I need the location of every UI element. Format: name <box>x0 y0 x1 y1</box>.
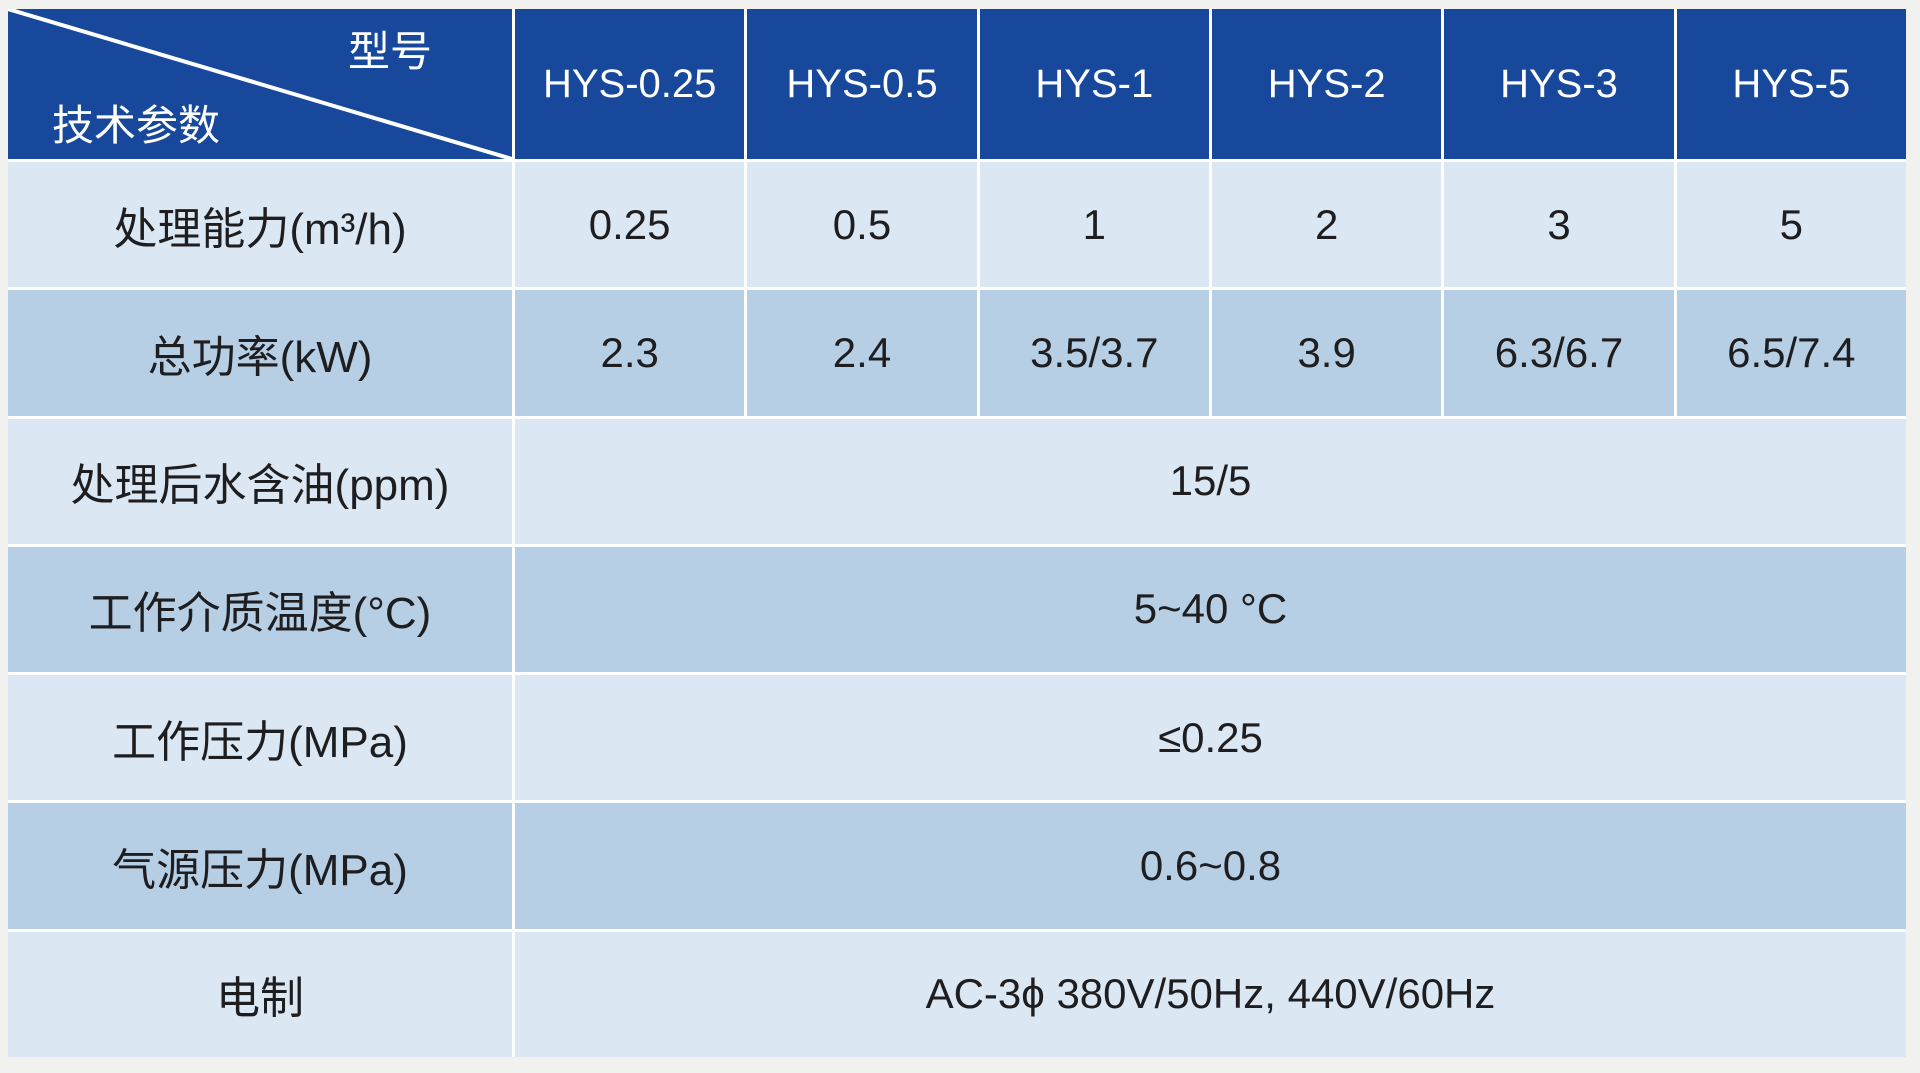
row-label-oil-content: 处理后水含油(ppm) <box>8 418 512 544</box>
medium-temperature-value: 5~40 °C <box>515 546 1906 673</box>
diagonal-divider-line <box>8 9 512 159</box>
row-label-air-pressure: 气源压力(MPa) <box>8 803 512 929</box>
power-value: 3.9 <box>1211 290 1442 416</box>
working-pressure-value: ≤0.25 <box>515 675 1906 801</box>
column-header-hys-3: HYS-3 <box>1444 9 1674 159</box>
capacity-value: 0.25 <box>515 162 745 288</box>
corner-model-label: 型号 <box>347 28 432 75</box>
capacity-value: 5 <box>1676 162 1906 288</box>
row-label-power: 总功率(kW) <box>8 290 512 416</box>
column-header-hys-0-25: HYS-0.25 <box>515 9 745 159</box>
power-value: 6.3/6.7 <box>1444 290 1674 416</box>
spec-table: 型号 技术参数 HYS-0.25 HYS-0.5 HYS-1 HYS-2 HYS… <box>8 9 1906 1057</box>
oil-content-value: 15/5 <box>515 418 1906 544</box>
power-value: 3.5/3.7 <box>979 290 1209 416</box>
column-header-hys-1: HYS-1 <box>979 9 1209 159</box>
electrical-system-value: AC-3ϕ 380V/50Hz, 440V/60Hz <box>515 931 1906 1057</box>
column-header-hys-2: HYS-2 <box>1211 9 1442 159</box>
air-pressure-value: 0.6~0.8 <box>515 803 1906 929</box>
capacity-value: 1 <box>979 162 1209 288</box>
corner-param-label: 技术参数 <box>52 102 221 149</box>
column-header-hys-0-5: HYS-0.5 <box>747 9 977 159</box>
row-label-working-pressure: 工作压力(MPa) <box>8 675 512 801</box>
row-label-electrical-system: 电制 <box>8 931 512 1057</box>
capacity-value: 3 <box>1444 162 1674 288</box>
power-value: 6.5/7.4 <box>1676 290 1906 416</box>
power-value: 2.3 <box>515 290 745 416</box>
column-header-hys-5: HYS-5 <box>1676 9 1906 159</box>
row-label-capacity: 处理能力(m³/h) <box>8 162 512 288</box>
power-value: 2.4 <box>747 290 977 416</box>
corner-header-cell: 型号 技术参数 <box>8 9 512 159</box>
capacity-value: 0.5 <box>747 162 977 288</box>
row-label-medium-temperature: 工作介质温度(°C) <box>8 546 512 673</box>
capacity-value: 2 <box>1211 162 1442 288</box>
